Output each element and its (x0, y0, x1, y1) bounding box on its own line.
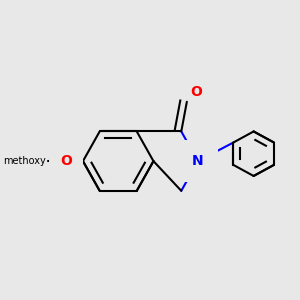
Text: methoxy: methoxy (3, 156, 46, 166)
Text: O: O (60, 154, 72, 168)
Text: N: N (192, 154, 204, 168)
Text: O: O (190, 85, 202, 99)
